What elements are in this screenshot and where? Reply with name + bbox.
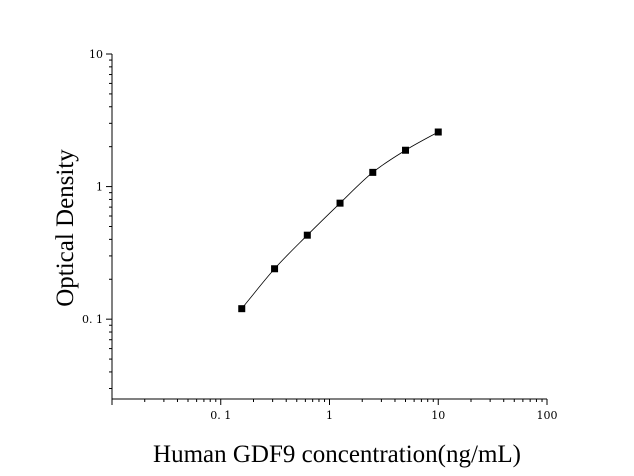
data-points [238, 128, 442, 313]
data-point [238, 305, 246, 313]
axes [111, 54, 547, 400]
y-tick-label: 1 [96, 181, 103, 194]
data-point [402, 146, 410, 154]
x-tick-label: 100 [537, 409, 558, 422]
y-tick-label: 0. 1 [82, 313, 103, 326]
data-point [434, 128, 442, 136]
tick-marks [106, 53, 548, 405]
fit-curve [241, 131, 439, 309]
x-tick-label: 0. 1 [210, 409, 231, 422]
tick-labels: 0. 1 1 10 100 0. 1 1 10 [82, 48, 558, 422]
x-tick-label: 1 [326, 409, 333, 422]
data-point [369, 168, 377, 176]
data-point [336, 199, 344, 207]
x-tick-label: 10 [431, 409, 445, 422]
y-axis-title: Optical Density [52, 149, 79, 307]
data-point [303, 231, 311, 239]
data-point [271, 265, 279, 273]
x-axis-title: Human GDF9 concentration(ng/mL) [153, 441, 521, 468]
y-tick-label: 10 [89, 48, 103, 61]
